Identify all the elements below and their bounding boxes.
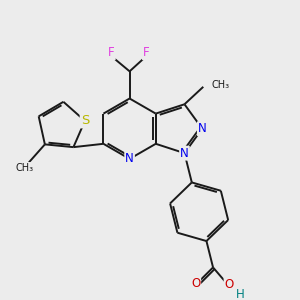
Text: N: N (180, 147, 189, 160)
Text: O: O (191, 277, 200, 290)
Text: S: S (81, 114, 89, 127)
Text: F: F (108, 46, 115, 59)
Text: N: N (125, 152, 134, 165)
Text: CH₃: CH₃ (212, 80, 230, 90)
Text: O: O (225, 278, 234, 291)
Text: F: F (143, 46, 149, 59)
Text: CH₃: CH₃ (15, 163, 33, 173)
Text: H: H (236, 288, 244, 300)
Text: N: N (198, 122, 207, 135)
